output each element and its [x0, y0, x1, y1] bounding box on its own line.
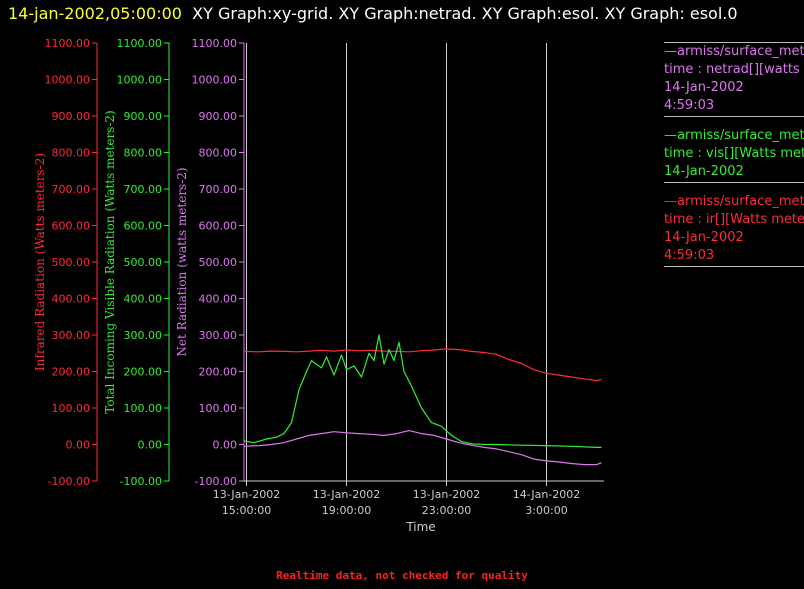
y-tick-label-ir-12: 1100.00	[45, 37, 91, 50]
y-axis-label-vis: Total Incoming Visible Radiation (Watts …	[103, 110, 117, 414]
x-axis-label: Time	[405, 520, 435, 534]
title-timestamp: 14-jan-2002,05:00:00	[8, 4, 182, 23]
x-tick-date-1: 13-Jan-2002	[313, 488, 381, 501]
y-tick-label-net-10: 900.00	[199, 110, 238, 123]
y-tick-label-vis-6: 500.00	[124, 256, 163, 269]
y-tick-label-ir-10: 900.00	[52, 110, 91, 123]
x-tick-date-0: 13-Jan-2002	[213, 488, 281, 501]
legend-ir-line-1: time : ir[][Watts meters-2]	[664, 212, 804, 227]
x-tick-time-0: 15:00:00	[222, 504, 271, 517]
legend-net-line-0: —armiss/surface_meteorology	[664, 44, 804, 59]
y-tick-label-vis-12: 1100.00	[117, 37, 163, 50]
y-tick-label-vis-10: 900.00	[124, 110, 163, 123]
y-tick-label-ir-0: -100.00	[48, 475, 90, 488]
y-tick-label-net-3: 200.00	[199, 366, 238, 379]
y-tick-label-vis-3: 200.00	[124, 366, 163, 379]
legend-net-line-1: time : netrad[][watts meters-2]	[664, 62, 804, 77]
y-tick-label-ir-9: 800.00	[52, 147, 91, 160]
graph-title: 14-jan-2002,05:00:00 XY Graph:xy-grid. X…	[8, 2, 768, 25]
y-tick-label-net-2: 100.00	[199, 402, 238, 415]
y-tick-label-ir-5: 400.00	[52, 293, 91, 306]
y-tick-label-net-8: 700.00	[199, 183, 238, 196]
y-axis-label-net: Net Radiation (watts meters-2)	[175, 167, 189, 356]
legend-vis-line-2: 14-Jan-2002	[664, 164, 744, 179]
quality-note: Realtime data, not checked for quality	[276, 569, 528, 582]
y-tick-label-net-5: 400.00	[199, 293, 238, 306]
x-tick-date-3: 14-Jan-2002	[513, 488, 581, 501]
legend-entry-vis: —armiss/surface_meteorology time : vis[]…	[664, 127, 804, 183]
x-tick-time-2: 23:00:00	[422, 504, 471, 517]
legend-ir-line-3: 4:59:03	[664, 248, 715, 263]
y-tick-label-net-4: 300.00	[199, 329, 238, 342]
legend-vis-line-1: time : vis[][Watts meters-2]	[664, 146, 804, 161]
series-line-net	[243, 430, 602, 466]
y-tick-label-ir-3: 200.00	[52, 366, 91, 379]
x-tick-time-3: 3:00:00	[525, 504, 567, 517]
legend-vis-line-0: —armiss/surface_meteorology	[664, 128, 804, 143]
y-tick-label-ir-8: 700.00	[52, 183, 91, 196]
y-tick-label-ir-11: 1000.00	[45, 74, 91, 87]
y-tick-label-vis-5: 400.00	[124, 293, 163, 306]
legend-ir-line-0: —armiss/surface_meteorology	[664, 194, 804, 209]
y-tick-label-net-11: 1000.00	[192, 74, 238, 87]
y-tick-label-ir-1: 0.00	[66, 439, 91, 452]
y-tick-label-net-1: 0.00	[213, 439, 238, 452]
y-tick-label-ir-7: 600.00	[52, 220, 91, 233]
legend-entry-ir: —armiss/surface_meteorology time : ir[][…	[664, 193, 804, 267]
legend-net-line-2: 14-Jan-2002	[664, 80, 744, 95]
title-text: XY Graph:xy-grid. XY Graph:netrad. XY Gr…	[192, 4, 738, 23]
y-tick-label-net-6: 500.00	[199, 256, 238, 269]
y-tick-label-vis-9: 800.00	[124, 147, 163, 160]
x-tick-time-1: 19:00:00	[322, 504, 371, 517]
y-tick-label-ir-4: 300.00	[52, 329, 91, 342]
y-tick-label-net-9: 800.00	[199, 147, 238, 160]
y-tick-label-ir-6: 500.00	[52, 256, 91, 269]
legend: —armiss/surface_meteorology time : netra…	[664, 42, 804, 277]
y-tick-label-net-7: 600.00	[199, 220, 238, 233]
y-axis-label-ir: Infrared Radiation (Watts meters-2)	[33, 153, 47, 371]
y-tick-label-vis-0: -100.00	[120, 475, 162, 488]
y-tick-label-vis-4: 300.00	[124, 329, 163, 342]
y-tick-label-vis-11: 1000.00	[117, 74, 163, 87]
legend-ir-line-2: 14-Jan-2002	[664, 230, 744, 245]
legend-entry-net: —armiss/surface_meteorology time : netra…	[664, 42, 804, 117]
legend-net-line-3: 4:59:03	[664, 98, 715, 113]
y-tick-label-vis-8: 700.00	[124, 183, 163, 196]
y-tick-label-ir-2: 100.00	[52, 402, 91, 415]
y-tick-label-vis-2: 100.00	[124, 402, 163, 415]
y-tick-label-net-12: 1100.00	[192, 37, 238, 50]
series-line-vis	[243, 334, 602, 448]
y-tick-label-vis-1: 0.00	[138, 439, 163, 452]
series-line-ir	[243, 348, 602, 382]
y-tick-label-net-0: -100.00	[195, 475, 237, 488]
x-tick-date-2: 13-Jan-2002	[413, 488, 481, 501]
y-tick-label-vis-7: 600.00	[124, 220, 163, 233]
